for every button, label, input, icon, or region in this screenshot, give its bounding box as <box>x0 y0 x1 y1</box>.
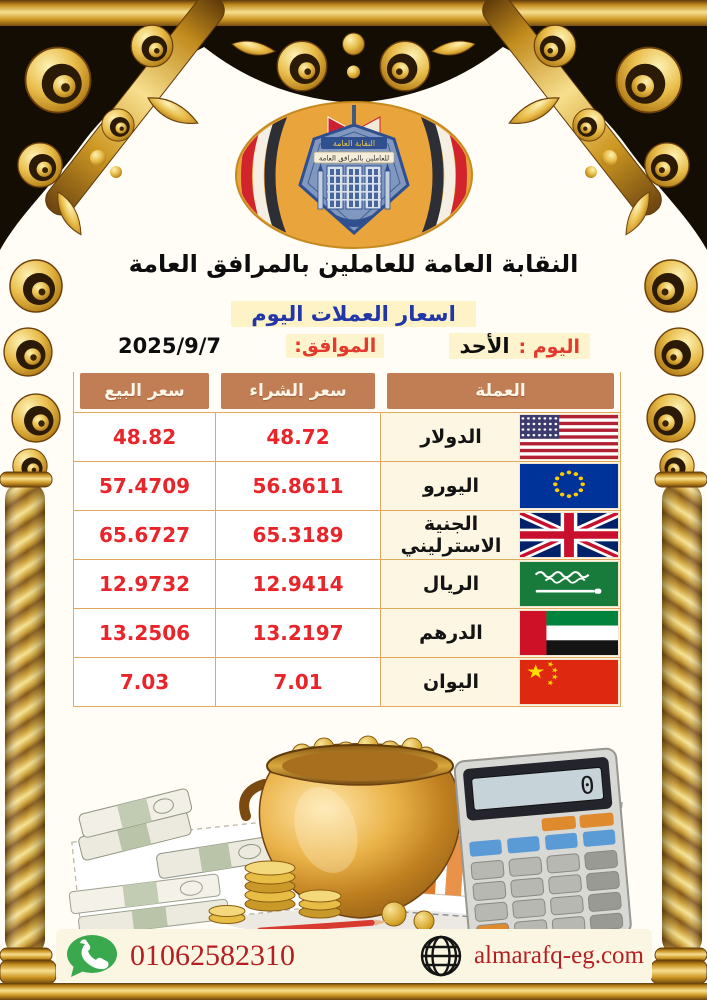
column-header-buy: سعر الشراء <box>221 373 375 409</box>
calculator-display: 0 <box>579 771 596 800</box>
phone-number[interactable]: 01062582310 <box>130 938 295 972</box>
currency-cell: اليوان <box>381 658 620 706</box>
sell-price: 57.4709 <box>98 474 191 498</box>
rates-table-header: العملة سعر الشراء سعر البيع <box>74 372 620 412</box>
us-flag-icon <box>519 414 619 460</box>
eu-flag-icon <box>519 463 619 509</box>
page-subtitle: اسعار العملات اليوم <box>231 301 476 327</box>
sell-price: 7.03 <box>119 670 170 694</box>
date-row: اليوم : الأحد الموافق: 2025/9/7 <box>118 333 590 359</box>
ae-flag-icon <box>519 610 619 656</box>
union-logo: النقابة العامة للعاملين بالمرافق العامة <box>233 99 475 252</box>
sell-price-cell: 7.03 <box>74 658 215 706</box>
buy-price: 7.01 <box>273 670 323 694</box>
sell-price: 12.9732 <box>98 572 191 596</box>
union-emblem: النقابة العامة للعاملين بالمرافق العامة <box>298 105 410 236</box>
sell-price: 13.2506 <box>98 621 191 645</box>
buy-price: 13.2197 <box>252 621 344 645</box>
currency-cell: الدولار <box>381 413 620 461</box>
buy-price-cell: 56.8611 <box>215 462 381 510</box>
rates-rows: الدولار 48.72 48.82 اليورو 56.8611 57.4709 ا… <box>74 412 620 706</box>
currency-cell: الجنية الاسترليني <box>381 511 620 559</box>
currency-name: الريال <box>422 573 480 595</box>
currency-name: الدولار <box>420 426 482 448</box>
buy-price: 65.3189 <box>252 523 344 547</box>
cash-stacks <box>68 788 277 938</box>
gold-pot <box>239 735 481 919</box>
sa-flag-icon <box>519 561 619 607</box>
sell-price: 48.82 <box>112 425 177 449</box>
column-header-sell: سعر البيع <box>80 373 209 409</box>
buy-price-cell: 48.72 <box>215 413 381 461</box>
currency-name: اليوان <box>422 671 480 693</box>
table-row: اليورو 56.8611 57.4709 <box>74 461 620 510</box>
currency-name: الدرهم <box>419 622 483 644</box>
buy-price: 48.72 <box>266 425 330 449</box>
emblem-top-text: النقابة العامة <box>333 139 375 148</box>
table-row: الريال 12.9414 12.9732 <box>74 559 620 608</box>
table-row: اليوان 7.01 7.03 <box>74 657 620 706</box>
sell-price-cell: 65.6727 <box>74 511 215 559</box>
buy-price: 12.9414 <box>252 572 344 596</box>
column-header-currency: العملة <box>387 373 614 409</box>
globe-icon <box>418 933 464 979</box>
buy-price-cell: 12.9414 <box>215 560 381 608</box>
currency-name: الجنية الاسترليني <box>400 513 502 557</box>
currency-cell: اليورو <box>381 462 620 510</box>
day-label: اليوم : <box>518 336 580 358</box>
sell-price: 65.6727 <box>98 523 191 547</box>
sell-price-cell: 48.82 <box>74 413 215 461</box>
sell-price-cell: 13.2506 <box>74 609 215 657</box>
table-row: الدولار 48.72 48.82 <box>74 412 620 461</box>
rates-table: العملة سعر الشراء سعر البيع الدولار 48.72… <box>73 372 621 707</box>
org-title: النقابة العامة للعاملين بالمرافق العامة <box>128 250 579 278</box>
table-row: الدرهم 13.2197 13.2506 <box>74 608 620 657</box>
date-value: 2025/9/7 <box>118 334 222 358</box>
table-row: الجنية الاسترليني 65.3189 65.6727 <box>74 510 620 559</box>
union-logo-badge: النقابة العامة للعاملين بالمرافق العامة <box>235 101 473 249</box>
buy-price: 56.8611 <box>252 474 344 498</box>
website-link[interactable]: almarafq-eg.com <box>473 941 644 969</box>
date-label: الموافق: <box>286 334 385 358</box>
money-illustration: 0 <box>68 735 632 942</box>
buy-price-cell: 7.01 <box>215 658 381 706</box>
gb-flag-icon <box>519 512 619 558</box>
emblem-band-text: للعاملين بالمرافق العامة <box>319 155 389 163</box>
emblem-buildings-icon <box>317 163 391 210</box>
cn-flag-icon <box>519 659 619 705</box>
currency-name: اليورو <box>422 475 480 497</box>
sell-price-cell: 12.9732 <box>74 560 215 608</box>
contact-bar: 01062582310 almarafq-eg.com <box>56 929 652 982</box>
day-value: الأحد <box>459 334 510 358</box>
currency-cell: الدرهم <box>381 609 620 657</box>
sell-price-cell: 57.4709 <box>74 462 215 510</box>
buy-price-cell: 65.3189 <box>215 511 381 559</box>
currency-cell: الريال <box>381 560 620 608</box>
whatsapp-icon[interactable] <box>64 933 120 979</box>
buy-price-cell: 13.2197 <box>215 609 381 657</box>
calculator: 0 <box>453 747 632 942</box>
